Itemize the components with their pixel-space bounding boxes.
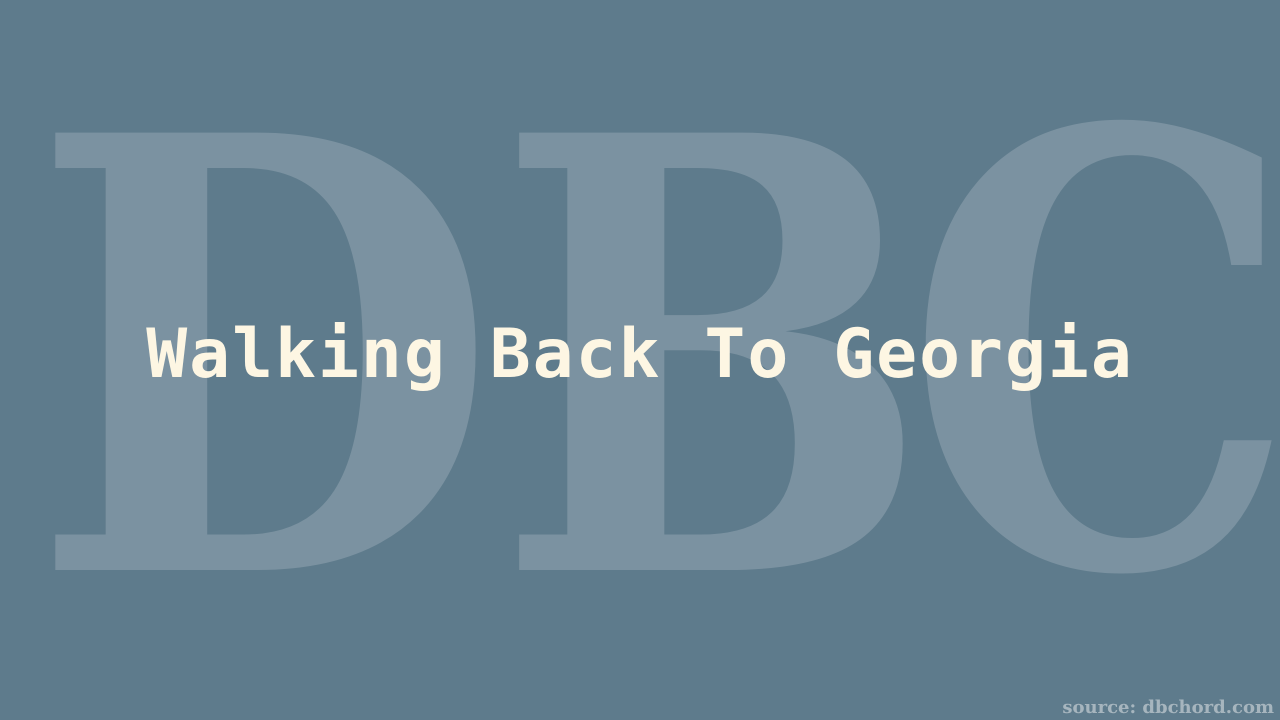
- watermark-letter-d: D: [30, 7, 499, 712]
- source-credit: source: dbchord.com: [1062, 697, 1274, 718]
- watermark-letter-c: C: [905, 2, 1280, 707]
- watermark-letter-b: B: [495, 7, 932, 712]
- song-title: Walking Back To Georgia: [146, 315, 1134, 394]
